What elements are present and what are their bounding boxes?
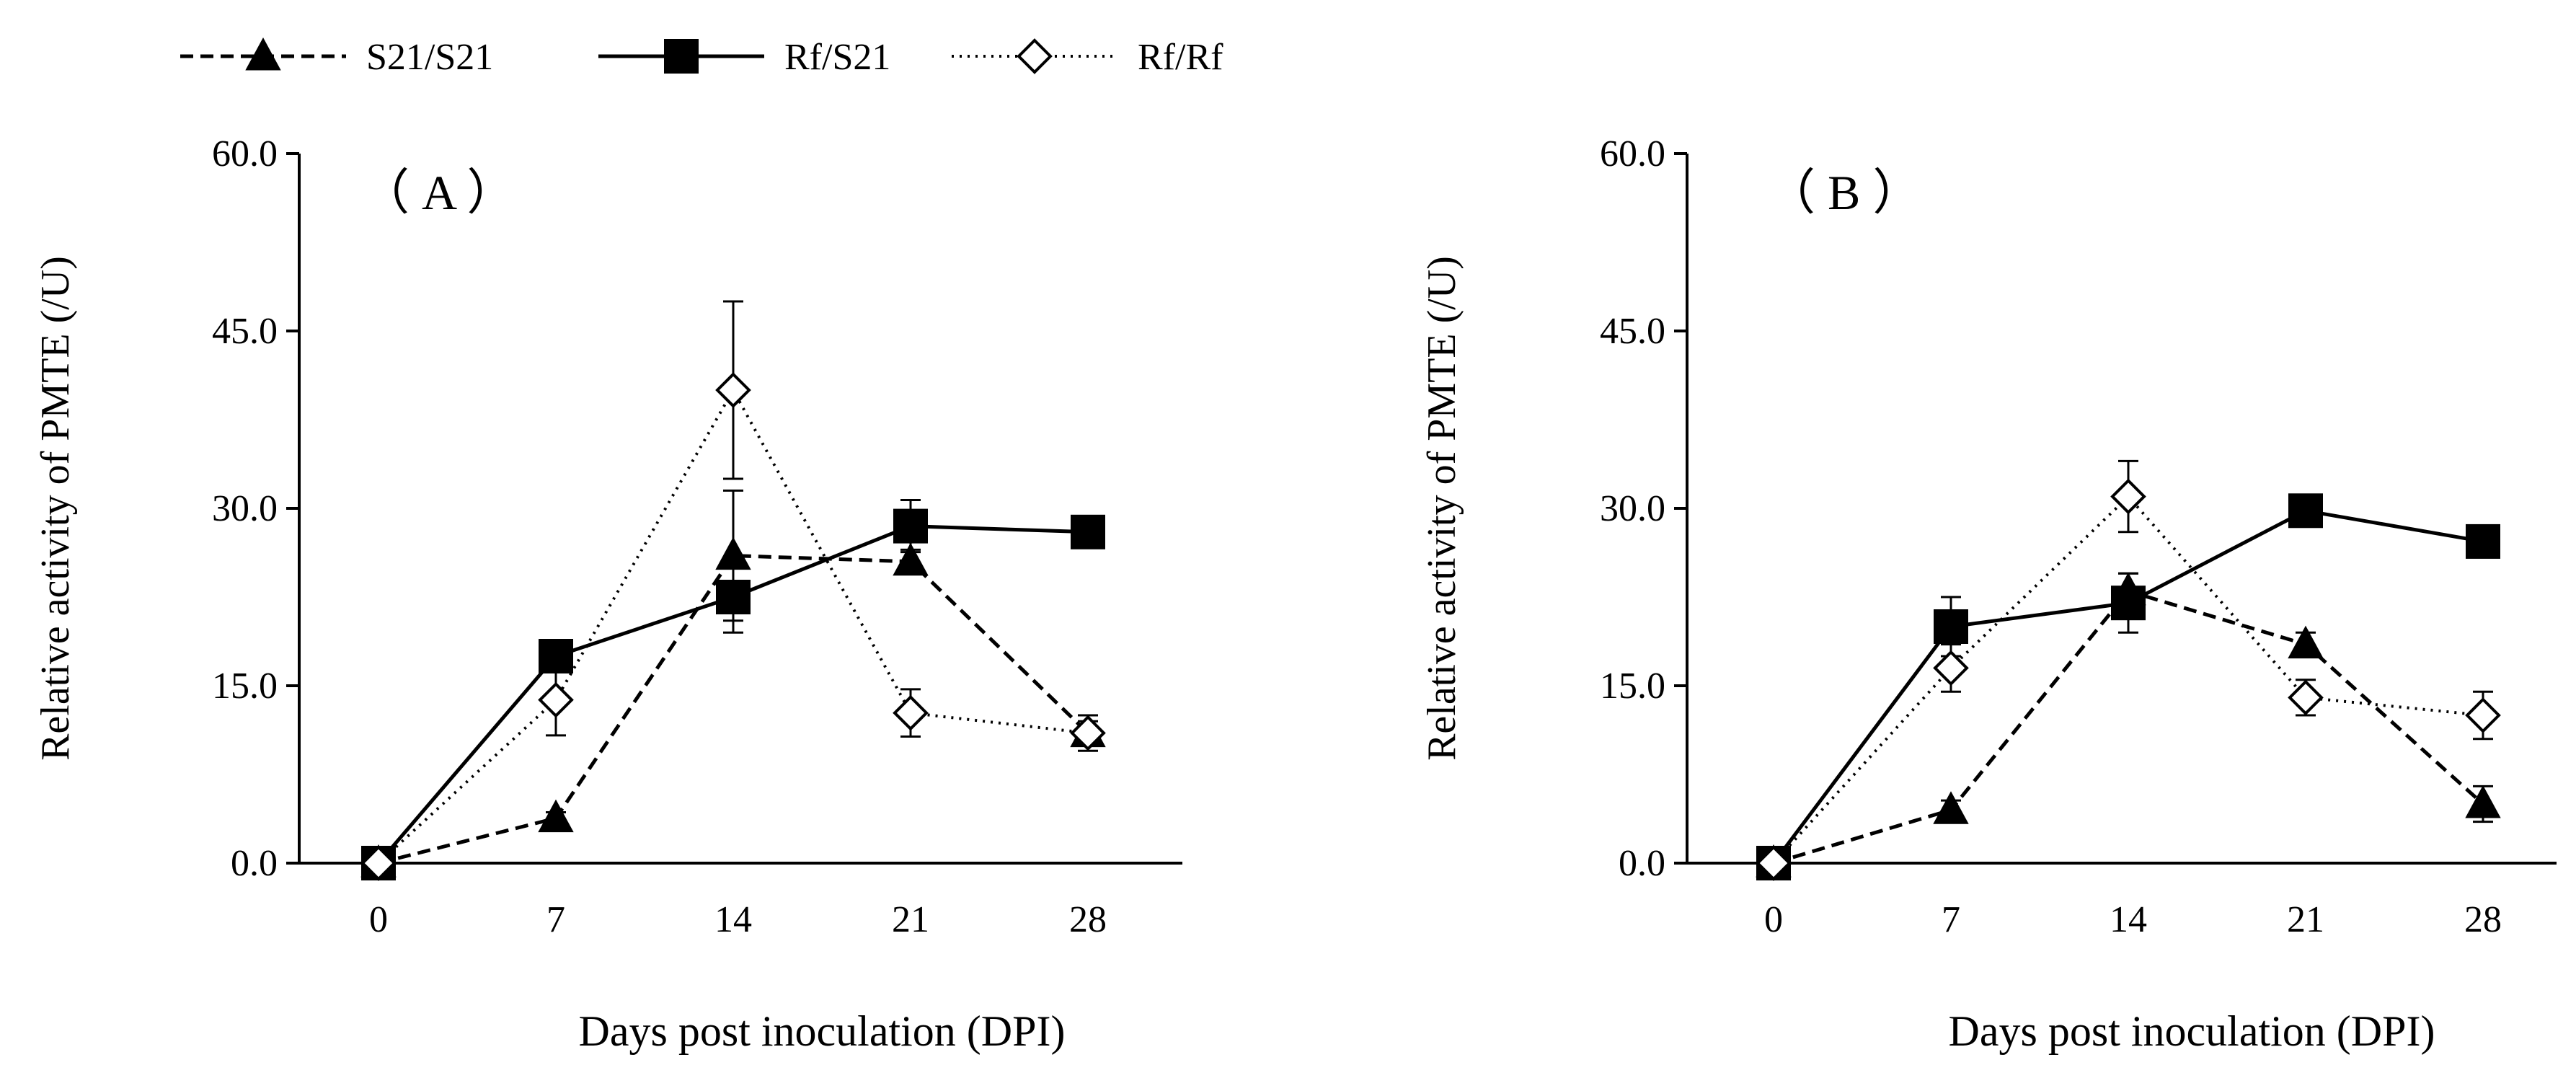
x-tick-label: 0 [369,899,388,940]
data-point-rf-rf [1756,845,1792,881]
legend-label: Rf/S21 [784,37,890,78]
data-point-rf-rf [360,845,397,881]
series-line-rf-s21 [1772,508,2484,865]
y-tick-label: 45.0 [1600,311,1665,352]
data-point-rf-s21 [539,639,573,673]
x-tick-label: 28 [2464,899,2502,940]
data-point-rf-rf [2110,478,2146,515]
x-tick-label: 0 [1764,899,1783,940]
series-line-rf-rf [377,389,1089,865]
legend-item-rf-s21: Rf/S21 [598,37,890,78]
data-point-rf-rf [1070,715,1106,751]
y-tick-label: 15.0 [1600,666,1665,707]
legend-item-s21-s21: S21/S21 [180,37,493,78]
y-tick-label: 30.0 [212,488,278,529]
x-tick-label: 21 [892,899,929,940]
x-tick-label: 28 [1069,899,1107,940]
panel-a: 0.0 15.0 30.0 45.0 60.0 0 7 14 21 28 Relative acti… [33,133,1182,1055]
data-point-rf-rf [893,694,929,731]
legend-marker [664,39,699,74]
y-tick-label: 45.0 [212,311,278,352]
legend-label: Rf/Rf [1138,37,1223,78]
series-line-s21-s21 [378,554,1089,865]
panel-label: （ A ） [360,165,515,220]
y-tick-label: 0.0 [1619,843,1665,884]
data-point-s21-s21 [893,542,929,576]
legend-marker [1017,38,1053,74]
data-point-rf-s21 [2288,493,2323,529]
legend-marker [245,37,281,71]
data-point-rf-s21 [1071,514,1105,549]
data-point-rf-rf [2465,697,2501,733]
x-tick-label: 7 [546,899,565,940]
panel-label: （ B ） [1766,165,1921,220]
data-point-s21-s21 [1933,791,1969,824]
x-tick-label: 7 [1942,899,1960,940]
y-tick-label: 0.0 [231,843,278,884]
y-tick-label: 30.0 [1600,488,1665,529]
y-axis-title: Relative activity of PMTE (/U) [33,256,78,761]
data-point-rf-rf [538,681,574,718]
data-point-rf-s21 [2466,523,2500,559]
data-point-s21-s21 [2288,625,2324,659]
data-point-s21-s21 [538,799,574,833]
series-line-rf-rf [1772,495,2484,865]
panel-b: 0.0 15.0 30.0 45.0 60.0 0 7 14 21 28 Relative acti… [1420,133,2557,1055]
data-point-rf-s21 [2111,586,2146,621]
x-tick-label: 14 [2110,899,2147,940]
legend-item-rf-rf: Rf/Rf [952,37,1223,78]
y-tick-label: 60.0 [212,133,278,174]
x-axis-title: Days post inoculation (DPI) [579,1007,1066,1055]
data-point-rf-rf [2288,679,2324,716]
data-point-rf-s21 [716,580,751,614]
data-point-rf-s21 [1934,609,1968,644]
x-axis-title: Days post inoculation (DPI) [1949,1007,2435,1055]
legend: S21/S21 Rf/S21 Rf/Rf [180,37,1223,78]
data-point-rf-rf [1933,650,1969,686]
x-tick-label: 14 [714,899,752,940]
data-point-rf-s21 [893,508,928,544]
legend-label: S21/S21 [366,37,493,78]
data-point-rf-rf [715,372,751,408]
data-point-s21-s21 [715,536,751,570]
y-tick-label: 60.0 [1600,133,1665,174]
y-axis-title: Relative activity of PMTE (/U) [1420,256,1464,761]
x-tick-label: 21 [2287,899,2324,940]
data-point-s21-s21 [2465,785,2501,818]
y-tick-label: 15.0 [212,666,278,707]
